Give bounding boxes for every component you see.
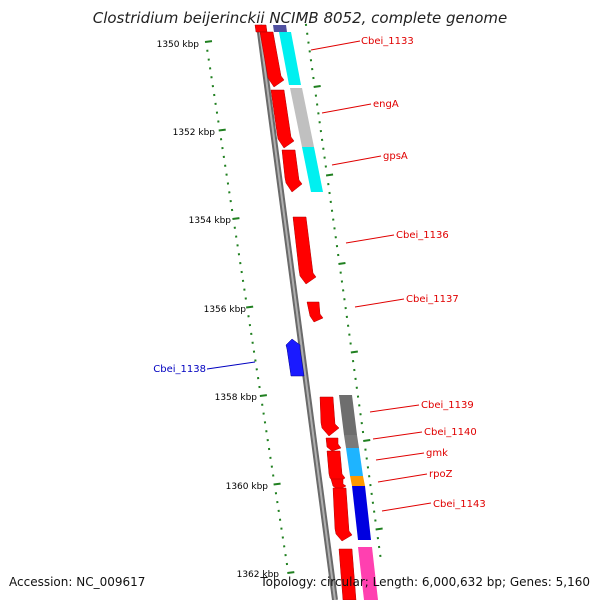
gene-arrow-cbei-1139[interactable]: [319, 396, 340, 437]
category-block-light-gray: [290, 88, 314, 147]
leader-gpsa: [331, 155, 382, 166]
scale-tick: [363, 439, 371, 442]
scale-label-1354: 1354 kbp: [189, 216, 232, 226]
leader-cbei-1133: [310, 40, 361, 51]
category-block-sky-blue: [346, 448, 363, 476]
scale-label-1362: 1362 kbp: [237, 570, 280, 580]
scale-ticks: [204, 23, 383, 574]
gene-arrow-cbei-1143[interactable]: [332, 487, 353, 542]
gene-labels: Cbei_1133 engA gpsA Cbei_1136 Cbei_1137 …: [153, 36, 486, 512]
scale-tick: [246, 305, 254, 309]
leader-enga: [321, 103, 372, 114]
scale-label-1356: 1356 kbp: [204, 305, 247, 315]
gene-arrows: [254, 24, 357, 600]
scale-tick: [325, 173, 334, 177]
scale-tick: [273, 482, 281, 486]
scale-tick: [232, 217, 240, 220]
category-block-cyan: [279, 32, 301, 85]
category-block-blue: [352, 486, 371, 540]
leader-cbei-1140: [372, 431, 423, 440]
category-ring: [273, 25, 378, 600]
leader-cbei-1138: [206, 361, 256, 370]
genome-title: Clostridium beijerinckii NCIMB 8052, com…: [93, 9, 508, 27]
gene-label-gpsa[interactable]: gpsA: [383, 151, 408, 162]
gene-arrow-enga[interactable]: [270, 89, 295, 149]
gene-label-cbei-1133[interactable]: Cbei_1133: [361, 36, 414, 47]
leader-gmk: [375, 452, 425, 461]
gene-label-cbei-1138[interactable]: Cbei_1138: [153, 364, 206, 375]
gene-label-rpoz[interactable]: rpoZ: [429, 469, 453, 480]
category-block-dark-gray: [339, 395, 357, 435]
scale-tick: [350, 350, 358, 354]
genome-summary-text: Topology: circular; Length: 6,000,632 bp…: [260, 575, 590, 589]
genome-backbone: [256, 24, 338, 600]
scale-tick: [218, 128, 226, 132]
gene-arrow-cbei-1133[interactable]: [259, 31, 285, 88]
scale-labels: 1350 kbp 1352 kbp 1354 kbp 1356 kbp 1358…: [157, 40, 280, 580]
backbone-highlight: [258, 24, 336, 600]
scale-tick: [204, 40, 213, 43]
category-block-orange: [350, 476, 365, 486]
category-block-cyan: [302, 147, 323, 192]
leader-rpoz: [377, 473, 428, 483]
gene-label-cbei-1143[interactable]: Cbei_1143: [433, 499, 486, 510]
leader-cbei-1139: [369, 404, 420, 413]
gene-label-cbei-1139[interactable]: Cbei_1139: [421, 400, 474, 411]
gene-label-cbei-1140[interactable]: Cbei_1140: [424, 427, 477, 438]
gene-label-cbei-1136[interactable]: Cbei_1136: [396, 230, 449, 241]
gene-arrow-cbei-1140[interactable]: [325, 437, 342, 452]
category-block-dim-gray: [344, 435, 359, 448]
scale-tick: [259, 394, 267, 397]
gene-arrow-cbei-1137[interactable]: [306, 301, 324, 323]
category-block-slate: [273, 25, 287, 32]
scale-tick: [338, 262, 346, 265]
gene-label-gmk[interactable]: gmk: [426, 448, 448, 459]
category-block-magenta: [358, 547, 378, 600]
scale-tick: [375, 527, 383, 531]
scale-label-1350: 1350 kbp: [157, 40, 200, 50]
gene-arrow-cbei-1138[interactable]: [285, 338, 305, 377]
gene-arrow-cbei-1136[interactable]: [292, 216, 317, 285]
scale-label-1352: 1352 kbp: [173, 128, 216, 138]
leader-cbei-1143: [381, 502, 432, 512]
gene-arrow-bottom-partial[interactable]: [338, 548, 357, 600]
gene-label-enga[interactable]: engA: [373, 99, 399, 110]
scale-label-1358: 1358 kbp: [215, 393, 258, 403]
gene-arrow-gpsa[interactable]: [281, 149, 303, 193]
scale-tick: [287, 571, 295, 574]
leader-cbei-1137: [354, 298, 405, 308]
accession-text: Accession: NC_009617: [9, 575, 146, 589]
gene-arrow-rpoz[interactable]: [330, 478, 347, 491]
gene-label-cbei-1137[interactable]: Cbei_1137: [406, 294, 459, 305]
leader-cbei-1136: [345, 234, 395, 244]
scale-tick: [313, 85, 321, 88]
gene-arrow-top-partial[interactable]: [254, 24, 268, 33]
scale-label-1360: 1360 kbp: [226, 482, 269, 492]
